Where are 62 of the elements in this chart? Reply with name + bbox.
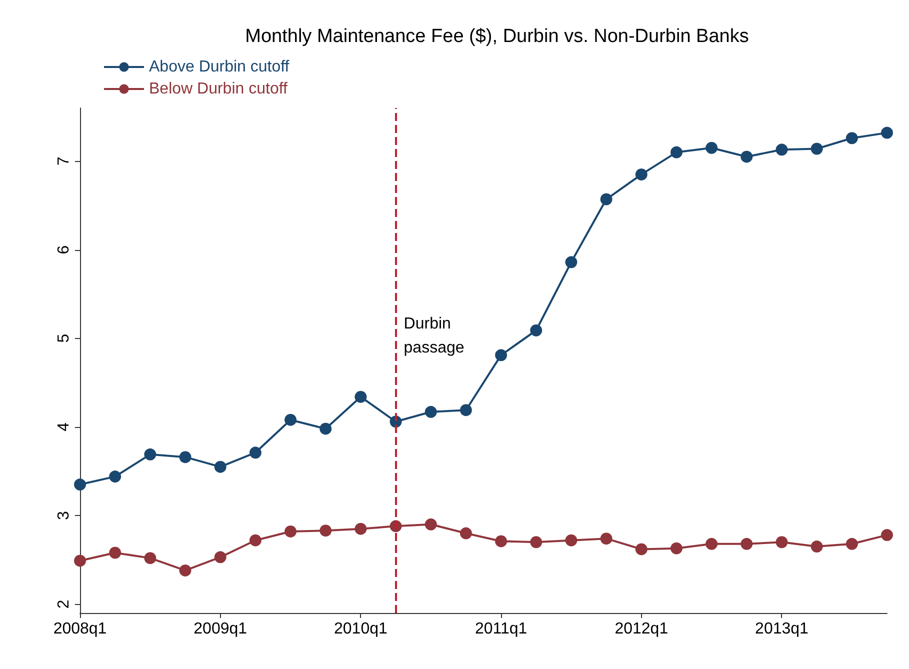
point (214, 460, 226, 473)
point (460, 404, 472, 416)
annotation: Durbin passage (404, 315, 464, 356)
x-tick-label: 2010q1 (334, 620, 388, 638)
point (530, 324, 542, 336)
x-tick-label: 2008q1 (53, 620, 107, 638)
point (320, 422, 332, 435)
point (495, 535, 508, 548)
point (846, 132, 858, 144)
point (424, 406, 437, 418)
x-tick-label: 2012q1 (614, 620, 668, 638)
point (670, 542, 682, 554)
point (810, 142, 823, 155)
point (74, 554, 86, 567)
x-tick-label: 2011q1 (474, 620, 528, 638)
x-tick-label: 2009q1 (194, 620, 248, 638)
point (565, 534, 578, 546)
chart-title: Monthly Maintenance Fee ($), Durbin vs. Non-Durbin Banks (245, 26, 749, 47)
point (354, 390, 367, 403)
point (810, 540, 823, 553)
point (881, 126, 893, 139)
point (740, 538, 753, 550)
point (249, 534, 262, 546)
point (881, 529, 893, 542)
point (846, 538, 858, 550)
point (565, 256, 578, 268)
y-tick-label: 3 (56, 510, 72, 520)
point (460, 527, 472, 540)
point (249, 446, 262, 459)
y-tick-label: 7 (56, 156, 72, 166)
point (706, 538, 718, 550)
point (74, 478, 86, 491)
point (424, 518, 437, 530)
point (635, 168, 648, 180)
point (144, 552, 156, 564)
point (109, 546, 122, 559)
y-tick-label: 4 (56, 422, 72, 432)
y-tick-label: 6 (56, 245, 72, 254)
point (214, 551, 226, 564)
point (495, 349, 508, 362)
point (354, 522, 367, 535)
legend-label: Below Durbin cutoff (149, 80, 288, 98)
x-tick-label: 2013q1 (755, 620, 809, 638)
legend-label: Above Durbin cutoff (149, 58, 290, 76)
y-tick-label: 5 (56, 334, 72, 343)
point (320, 524, 332, 537)
point (670, 146, 682, 158)
point (530, 536, 542, 548)
point (284, 414, 297, 426)
point (776, 536, 788, 548)
point (600, 193, 612, 206)
point (635, 543, 648, 556)
point (776, 144, 788, 156)
point (284, 525, 297, 538)
point (179, 451, 192, 464)
point (706, 142, 718, 154)
point (600, 532, 612, 545)
point (740, 150, 753, 163)
point (144, 448, 156, 460)
point (109, 470, 122, 483)
y-tick-label: 2 (56, 600, 72, 609)
point (179, 564, 192, 576)
